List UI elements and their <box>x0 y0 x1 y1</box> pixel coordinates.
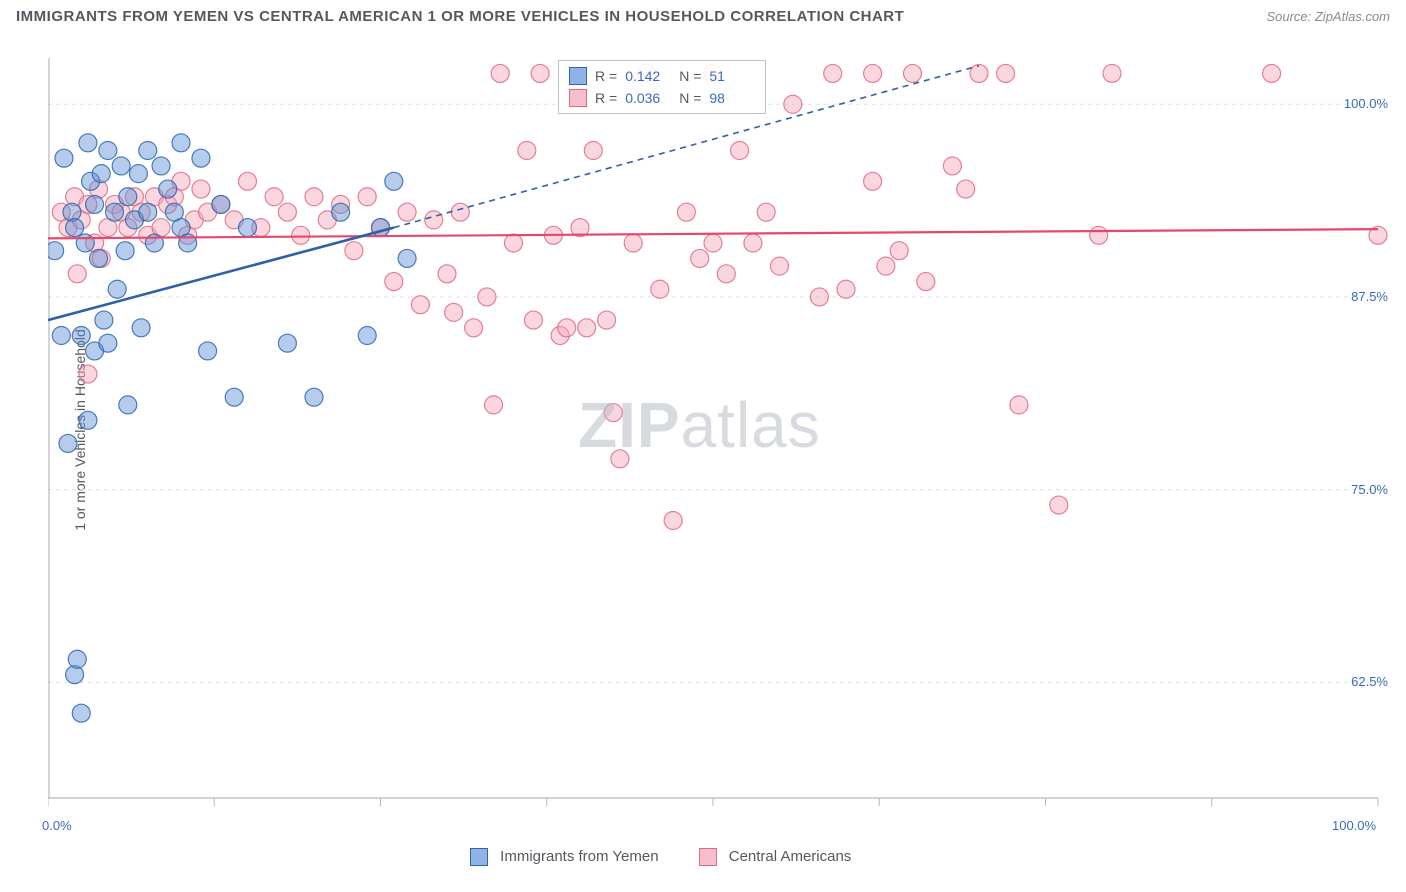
legend-swatch <box>569 67 587 85</box>
r-label: R = <box>595 87 617 109</box>
legend-stats-row: R = 0.036 N = 98 <box>569 87 755 109</box>
legend-swatch <box>699 848 717 866</box>
legend-item: Central Americans <box>699 848 852 866</box>
n-value: 98 <box>709 87 755 109</box>
legend-label: Immigrants from Yemen <box>500 848 658 865</box>
legend-swatch <box>569 89 587 107</box>
chart-title: IMMIGRANTS FROM YEMEN VS CENTRAL AMERICA… <box>16 8 904 25</box>
legend-stats-row: R = 0.142 N = 51 <box>569 65 755 87</box>
chart-area: ZIPatlas R = 0.142 N = 51 R = 0.036 N = … <box>48 48 1388 818</box>
scatter-chart <box>48 48 1388 818</box>
y-tick-label: 87.5% <box>1351 289 1388 304</box>
legend-label: Central Americans <box>729 848 852 865</box>
n-label: N = <box>679 65 701 87</box>
title-bar: IMMIGRANTS FROM YEMEN VS CENTRAL AMERICA… <box>0 0 1406 29</box>
y-tick-label: 100.0% <box>1344 96 1388 111</box>
r-label: R = <box>595 65 617 87</box>
r-value: 0.142 <box>625 65 671 87</box>
y-tick-label: 62.5% <box>1351 674 1388 689</box>
source-label: Source: ZipAtlas.com <box>1266 9 1390 24</box>
legend-stats: R = 0.142 N = 51 R = 0.036 N = 98 <box>558 60 766 114</box>
x-tick-label: 100.0% <box>1332 818 1376 833</box>
n-value: 51 <box>709 65 755 87</box>
n-label: N = <box>679 87 701 109</box>
y-tick-label: 75.0% <box>1351 482 1388 497</box>
x-tick-label: 0.0% <box>42 818 72 833</box>
legend-series: Immigrants from Yemen Central Americans <box>470 848 851 866</box>
r-value: 0.036 <box>625 87 671 109</box>
legend-swatch <box>470 848 488 866</box>
legend-item: Immigrants from Yemen <box>470 848 659 866</box>
